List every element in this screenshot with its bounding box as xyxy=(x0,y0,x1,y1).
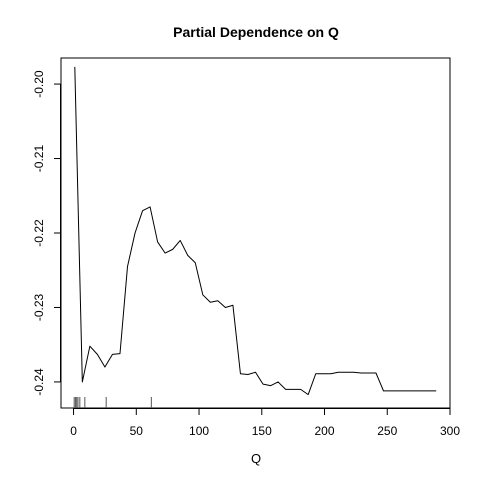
x-tick-label: 0 xyxy=(70,424,77,438)
x-tick-label: 150 xyxy=(252,424,272,438)
x-axis-label: Q xyxy=(251,451,261,466)
plot-frame xyxy=(60,57,451,409)
y-tick-label: -0.20 xyxy=(32,70,46,98)
y-tick-label: -0.24 xyxy=(32,368,46,396)
y-tick-label: -0.21 xyxy=(32,145,46,173)
rug-marks xyxy=(73,397,152,408)
x-tick-label: 100 xyxy=(189,424,209,438)
series-group xyxy=(74,66,437,396)
x-tick-label: 50 xyxy=(130,424,144,438)
x-axis: 0 50 100 150 200 250 300 xyxy=(70,408,460,438)
x-tick-label: 200 xyxy=(315,424,335,438)
x-tick-label: 250 xyxy=(377,424,397,438)
chart-title: Partial Dependence on Q xyxy=(173,24,339,40)
partial-dependence-line xyxy=(74,66,437,396)
y-tick-label: -0.23 xyxy=(32,293,46,321)
x-tick-label: 300 xyxy=(440,424,460,438)
y-tick-label: -0.22 xyxy=(32,219,46,247)
y-axis: -0.24 -0.23 -0.22 -0.21 -0.20 xyxy=(32,70,61,396)
